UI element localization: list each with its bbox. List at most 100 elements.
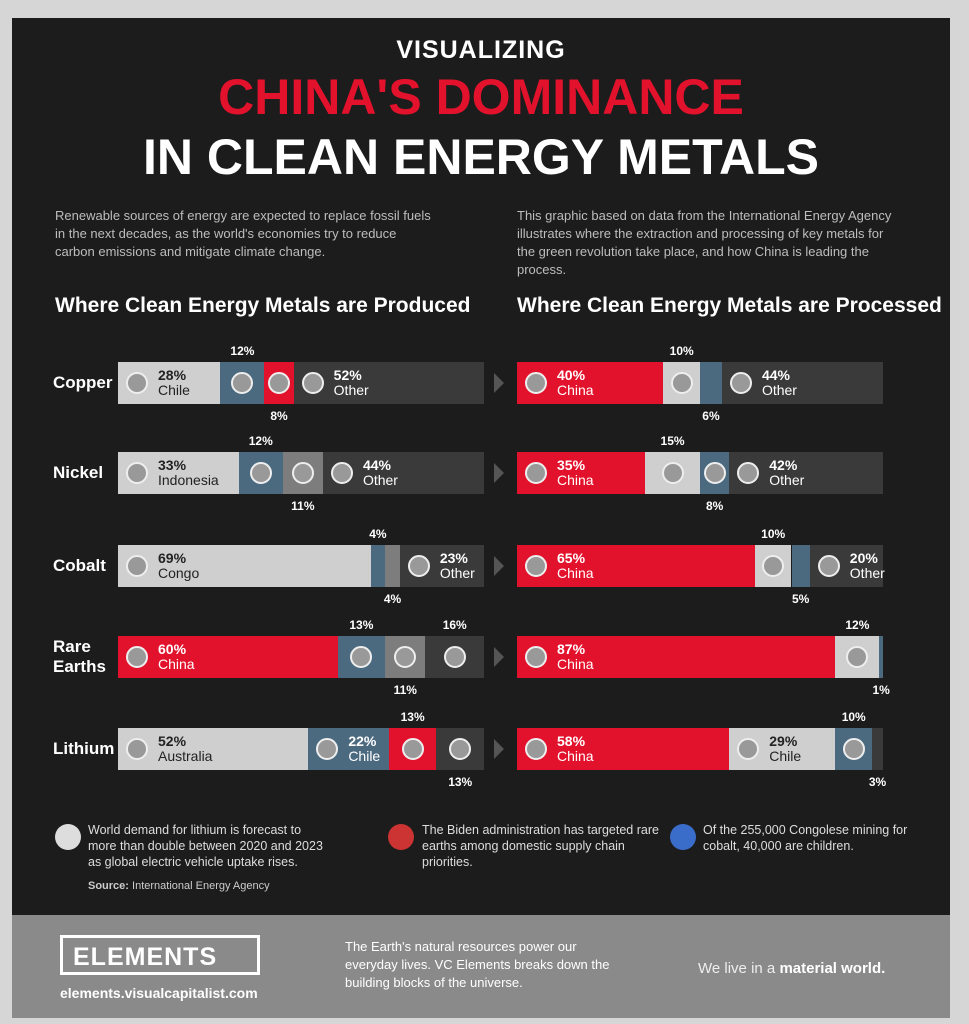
bar-segment: 23% Other [399, 545, 484, 587]
flag [126, 555, 148, 577]
flag [846, 646, 869, 668]
segment-name: China [158, 656, 195, 672]
segment-name: China [557, 565, 594, 581]
arrow [494, 556, 504, 576]
flag [737, 738, 760, 760]
value-label: 3% [868, 775, 887, 789]
bar-segment [337, 636, 386, 678]
value-label: 4% [383, 592, 402, 606]
value-label: 42% [769, 457, 798, 473]
value-label: 12% [230, 344, 255, 358]
value-label: 87% [557, 641, 586, 657]
title-red: CHINA'S DOMINANCE [218, 69, 744, 125]
flag [443, 646, 466, 668]
bar-segment [370, 545, 386, 587]
category-label: Nickel [53, 463, 104, 482]
bar-segment [425, 636, 484, 678]
value-label: 16% [442, 618, 467, 632]
value-label: 44% [761, 367, 790, 383]
flag [670, 372, 693, 394]
bar-segment [264, 362, 294, 404]
logo: ELEMENTS [73, 943, 218, 971]
value-label: 35% [557, 457, 586, 473]
category-label: Copper [53, 373, 113, 392]
arrow [494, 647, 504, 667]
segment-name: Other [849, 565, 885, 581]
flag [737, 462, 760, 484]
flag [126, 738, 148, 760]
note: Of the 255,000 Congolese mining for coba… [703, 823, 908, 853]
value-label: 40% [557, 367, 586, 383]
segment-label: 29% Chile [769, 734, 801, 764]
value-label: 8% [270, 409, 288, 423]
logo-box: ELEMENTS [60, 935, 260, 975]
flag [525, 738, 547, 760]
bar-segment [436, 728, 484, 770]
flag [126, 646, 148, 668]
bar-segment [835, 636, 880, 678]
value-label: 4% [369, 527, 387, 541]
bar-segment [282, 452, 323, 494]
segment-name: Chile [769, 748, 802, 764]
segment-label: 87% China [557, 642, 594, 672]
bar-segment: 20% Other [809, 545, 885, 587]
bar-segment [385, 636, 426, 678]
flag [661, 462, 684, 484]
flag [249, 462, 272, 484]
flag [126, 462, 148, 484]
segment-name: Australia [158, 748, 213, 764]
segment-label: 33% Indonesia [158, 458, 219, 488]
flag [401, 738, 424, 760]
flag [126, 372, 148, 394]
value-label: 23% [439, 550, 468, 566]
value-label: 20% [849, 550, 878, 566]
bar-segment: 65% China [517, 545, 755, 587]
flag [350, 646, 373, 668]
kicker: VISUALIZING [396, 36, 566, 64]
source-text: International Energy Agency [132, 880, 270, 892]
bar-segment [700, 362, 722, 404]
tagline: We live in a material world. [698, 960, 885, 977]
flag [817, 555, 840, 577]
bar-segment: 52% Australia [118, 728, 309, 770]
value-label: 11% [291, 499, 315, 513]
bar-segment: 28% Chile [118, 362, 221, 404]
value-label: 10% [669, 344, 694, 358]
flag [330, 462, 353, 484]
value-label: 33% [158, 457, 187, 473]
arrow [494, 373, 504, 393]
flag [291, 462, 314, 484]
segment-label: 58% China [557, 734, 594, 764]
bar-segment [238, 452, 283, 494]
value-label: 8% [705, 499, 724, 513]
bar-segment [872, 728, 883, 770]
flag [231, 372, 254, 394]
segment-label: 35% China [557, 458, 594, 488]
bar-segment [835, 728, 872, 770]
bar-segment [879, 636, 883, 678]
bar-segment: 69% Congo [118, 545, 371, 587]
intro-left: Renewable sources of energy are expected… [55, 208, 431, 259]
tagline-end: material world. [779, 960, 886, 977]
note: World demand for lithium is forecast to … [88, 823, 323, 869]
bar-segment [645, 452, 700, 494]
value-label: 12% [845, 618, 870, 632]
segment-name: Other [439, 565, 475, 581]
arrow [494, 739, 504, 759]
bar-segment: 40% China [517, 362, 664, 404]
note-icon [388, 824, 414, 850]
url[interactable]: elements.visualcapitalist.com [60, 985, 258, 1001]
value-label: 65% [557, 550, 586, 566]
value-label: 58% [557, 733, 586, 749]
value-label: 1% [872, 683, 890, 697]
segment-label: 52% Australia [158, 734, 212, 764]
value-label: 6% [702, 409, 720, 423]
segment-name: Other [761, 382, 797, 398]
segment-label: 44% Other [363, 458, 398, 488]
flag [703, 462, 726, 484]
flag [525, 372, 547, 394]
value-label: 22% [348, 733, 377, 749]
flag [842, 738, 865, 760]
value-label: 69% [158, 550, 187, 566]
